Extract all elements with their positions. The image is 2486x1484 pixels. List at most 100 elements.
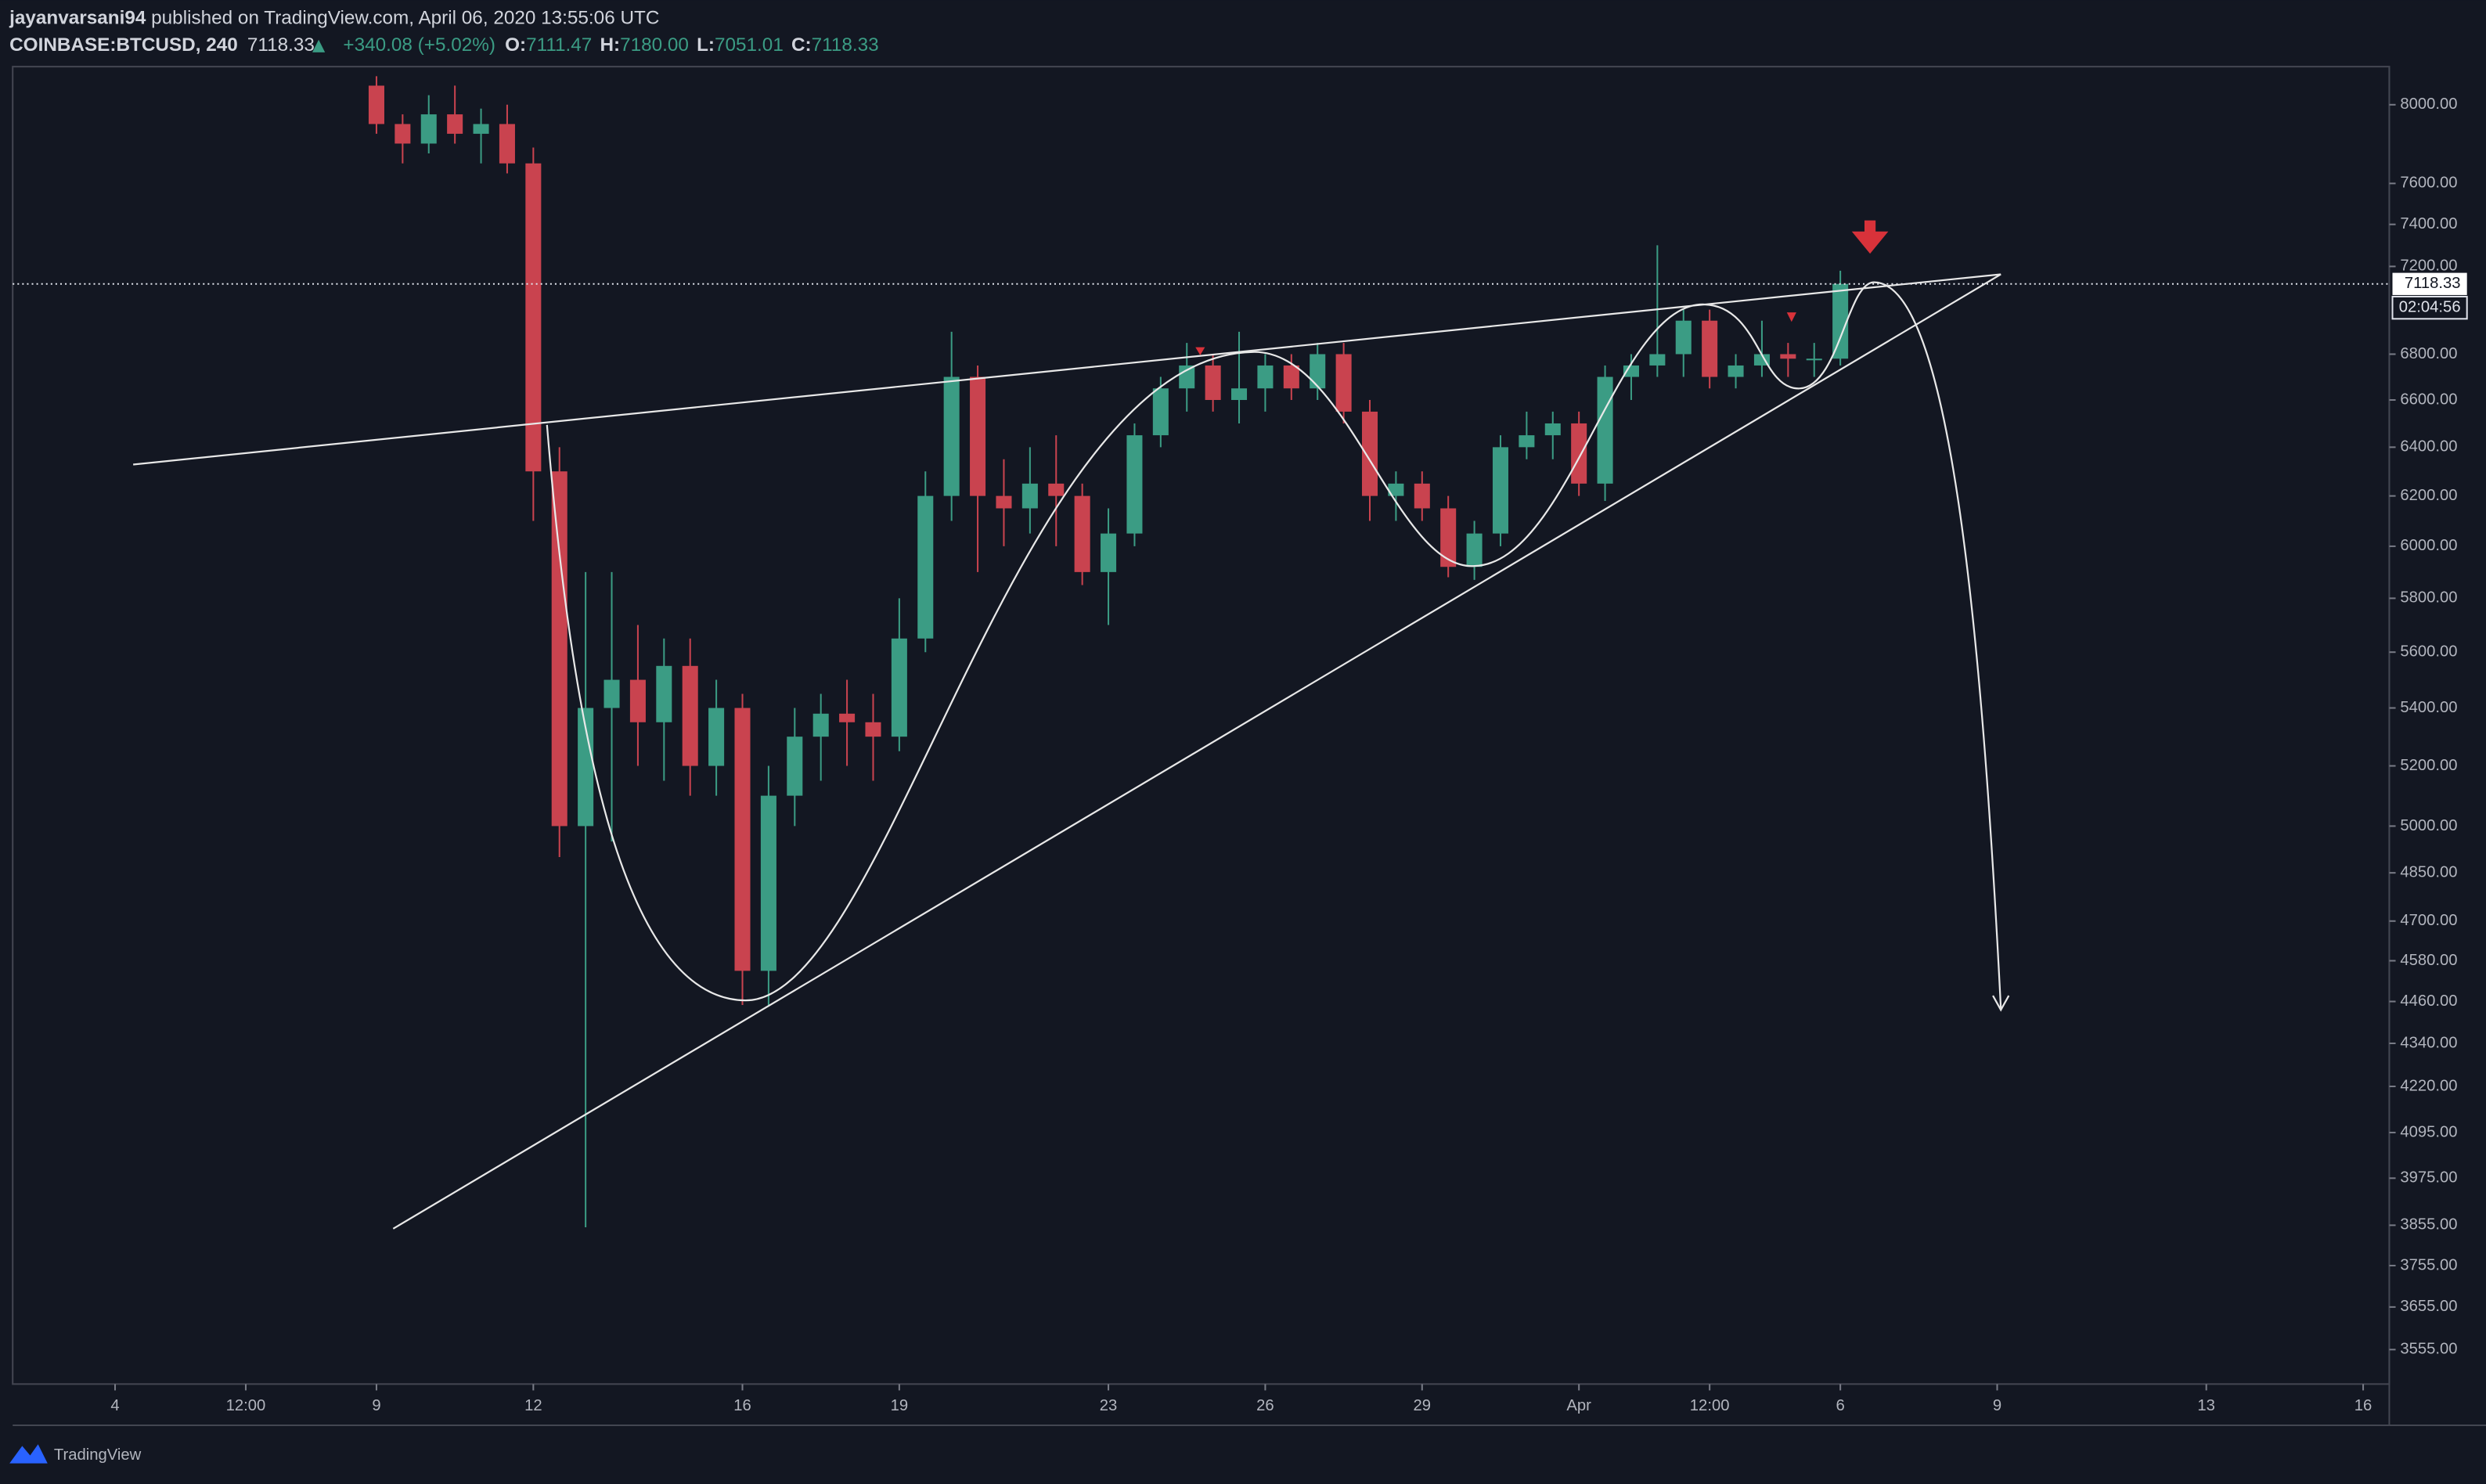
candle-body — [551, 471, 567, 827]
candle-body — [1257, 365, 1274, 389]
x-tick-label: Apr — [1566, 1397, 1591, 1414]
y-tick-label: 4095.00 — [2400, 1123, 2457, 1140]
y-tick-label: 6800.00 — [2400, 345, 2457, 362]
candle-body — [1205, 365, 1221, 401]
candle-body — [996, 495, 1012, 509]
logo: TradingView — [9, 1444, 142, 1464]
y-tick-label: 6200.00 — [2400, 487, 2457, 504]
y-tick-label: 7400.00 — [2400, 215, 2457, 232]
x-tick-label: 29 — [1414, 1397, 1432, 1414]
y-tick-label: 3855.00 — [2400, 1216, 2457, 1234]
x-tick-label: 19 — [891, 1397, 909, 1414]
y-tick-label: 7200.00 — [2400, 258, 2457, 275]
y-tick-label: 4700.00 — [2400, 912, 2457, 929]
candle-body — [1101, 533, 1117, 572]
candle-body — [943, 376, 960, 496]
y-tick-label: 5200.00 — [2400, 757, 2457, 774]
y-tick-label: 4460.00 — [2400, 992, 2457, 1010]
candle-body — [760, 795, 776, 971]
y-tick-label: 8000.00 — [2400, 95, 2457, 113]
candle-body — [917, 495, 934, 639]
ohlc-name: C: — [791, 34, 812, 56]
y-tick-label: 3555.00 — [2400, 1341, 2457, 1358]
candle-body — [1126, 435, 1143, 534]
candle-body — [1780, 354, 1796, 359]
x-tick-label: 12 — [524, 1397, 542, 1414]
candle-body — [1074, 495, 1090, 572]
ohlc-name: H: — [600, 34, 620, 56]
candle-body — [1021, 483, 1038, 509]
candle-body — [1335, 354, 1352, 412]
last-price: 7118.33 — [247, 34, 315, 56]
y-tick-label: 3755.00 — [2400, 1256, 2457, 1273]
y-tick-label: 5000.00 — [2400, 817, 2457, 834]
candle-body — [1310, 354, 1326, 389]
y-tick-label: 4220.00 — [2400, 1077, 2457, 1094]
candle-body — [1231, 388, 1248, 401]
x-tick-label: 9 — [372, 1397, 380, 1414]
candle-body — [473, 124, 489, 134]
candle-body — [525, 163, 542, 472]
candle-body — [1519, 435, 1535, 448]
candle-body — [1571, 423, 1587, 484]
header-line: jayanvarsani94 published on TradingView.… — [9, 8, 659, 29]
y-tick-label: 3975.00 — [2400, 1169, 2457, 1187]
candle-body — [1649, 354, 1666, 366]
countdown-tag — [2391, 295, 2468, 320]
candle-body — [1492, 447, 1509, 534]
candle-body — [1361, 411, 1378, 496]
symbol: COINBASE:BTCUSD, 240 — [9, 34, 238, 56]
candles — [368, 76, 1849, 1227]
x-tick-label: 23 — [1100, 1397, 1118, 1414]
candle-body — [1152, 388, 1169, 436]
candle-body — [682, 665, 698, 766]
candle-body — [891, 638, 907, 737]
y-tick-label: 4580.00 — [2400, 952, 2457, 969]
author: jayanvarsani94 — [9, 8, 146, 29]
y-tick-label: 3655.00 — [2400, 1298, 2457, 1315]
last-price-tag — [2392, 272, 2467, 295]
candle-body — [629, 679, 646, 722]
candle-body — [1544, 423, 1561, 436]
candle-body — [865, 722, 881, 737]
candle-body — [578, 708, 594, 827]
brand: TradingView — [54, 1446, 142, 1464]
candle-body — [708, 708, 725, 766]
y-tick-label: 4850.00 — [2400, 864, 2457, 881]
candle-body — [1597, 376, 1613, 484]
marker — [1786, 312, 1796, 322]
ohlc-value: 7051.01 — [715, 34, 784, 56]
x-tick-label: 9 — [1993, 1397, 2001, 1414]
candle-body — [1440, 508, 1457, 567]
x-tick-label: 26 — [1256, 1397, 1274, 1414]
y-tick-label: 6000.00 — [2400, 537, 2457, 554]
candle-body — [499, 124, 515, 164]
y-tick-label: 5800.00 — [2400, 589, 2457, 607]
ohlc-value: 7111.47 — [526, 34, 592, 56]
candle-body — [1283, 365, 1299, 389]
candle-body — [1702, 320, 1718, 377]
ohlc-name: O: — [505, 34, 526, 56]
countdown: 02:04:56 — [2399, 298, 2461, 315]
candle-body — [1388, 483, 1404, 496]
candle-body — [734, 708, 751, 971]
logo-mark — [9, 1444, 48, 1464]
candle-body — [1806, 358, 1822, 361]
candle-body — [603, 679, 620, 708]
curve-arrowhead — [1992, 995, 2010, 1012]
y-tick-label: 6400.00 — [2400, 438, 2457, 456]
candle-body — [1179, 365, 1195, 389]
y-tick-label: 4340.00 — [2400, 1034, 2457, 1051]
ohlc-value: 7118.33 — [812, 34, 879, 56]
candle-body — [420, 114, 437, 144]
candle-body — [1675, 320, 1692, 355]
x-tick-label: 12:00 — [226, 1397, 266, 1414]
candle-body — [1048, 483, 1065, 496]
y-tick-label: 5400.00 — [2400, 699, 2457, 716]
candle-body — [656, 665, 672, 722]
up-triangle-icon — [312, 39, 326, 52]
annotations — [133, 273, 2010, 1230]
red-arrow-head — [1851, 231, 1889, 254]
